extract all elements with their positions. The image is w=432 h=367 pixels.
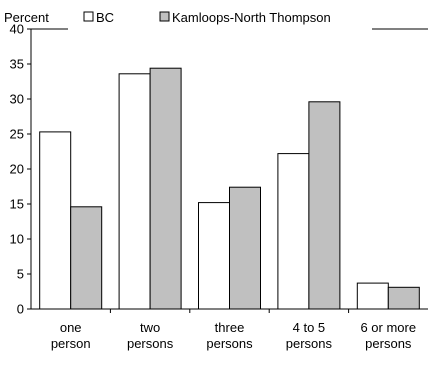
y-tick-label: 5 xyxy=(17,267,24,282)
x-category-label: persons xyxy=(286,336,333,351)
bar-bc xyxy=(39,131,72,310)
x-category-label: 6 or more xyxy=(360,320,416,335)
legend-swatch-bc xyxy=(83,11,94,22)
bars xyxy=(39,67,420,310)
bar-kamloops xyxy=(149,67,182,310)
axes: 0510152025303540onepersontwopersonsthree… xyxy=(10,22,428,351)
x-category-label: three xyxy=(215,320,245,335)
legend-swatch-kamloops xyxy=(159,11,170,22)
bar-kamloops xyxy=(387,286,420,310)
bar-bc xyxy=(198,202,230,310)
x-category-label: persons xyxy=(206,336,253,351)
bar-kamloops xyxy=(70,206,103,310)
x-category-label: one xyxy=(60,320,82,335)
bar-bc xyxy=(356,282,389,310)
legend-label-kamloops: Kamloops-North Thompson xyxy=(172,10,331,25)
y-tick-label: 0 xyxy=(17,302,24,317)
y-tick-label: 30 xyxy=(10,92,24,107)
y-tick-label: 10 xyxy=(10,232,24,247)
bar-bc xyxy=(277,153,310,310)
y-unit-label: Percent xyxy=(4,10,49,25)
x-category-label: 4 to 5 xyxy=(293,320,326,335)
x-category-label: two xyxy=(140,320,160,335)
y-tick-label: 20 xyxy=(10,162,24,177)
bar-kamloops xyxy=(308,101,341,310)
x-category-label: person xyxy=(51,336,91,351)
bar-kamloops xyxy=(229,186,261,310)
y-tick-label: 35 xyxy=(10,57,24,72)
legend-label-bc: BC xyxy=(96,10,114,25)
y-tick-label: 15 xyxy=(10,197,24,212)
legend: Percent BC Kamloops-North Thompson xyxy=(4,10,331,25)
x-category-label: persons xyxy=(127,336,174,351)
y-tick-label: 40 xyxy=(10,22,24,37)
bar-bc xyxy=(118,73,151,310)
y-tick-label: 25 xyxy=(10,127,24,142)
x-category-label: persons xyxy=(365,336,412,351)
